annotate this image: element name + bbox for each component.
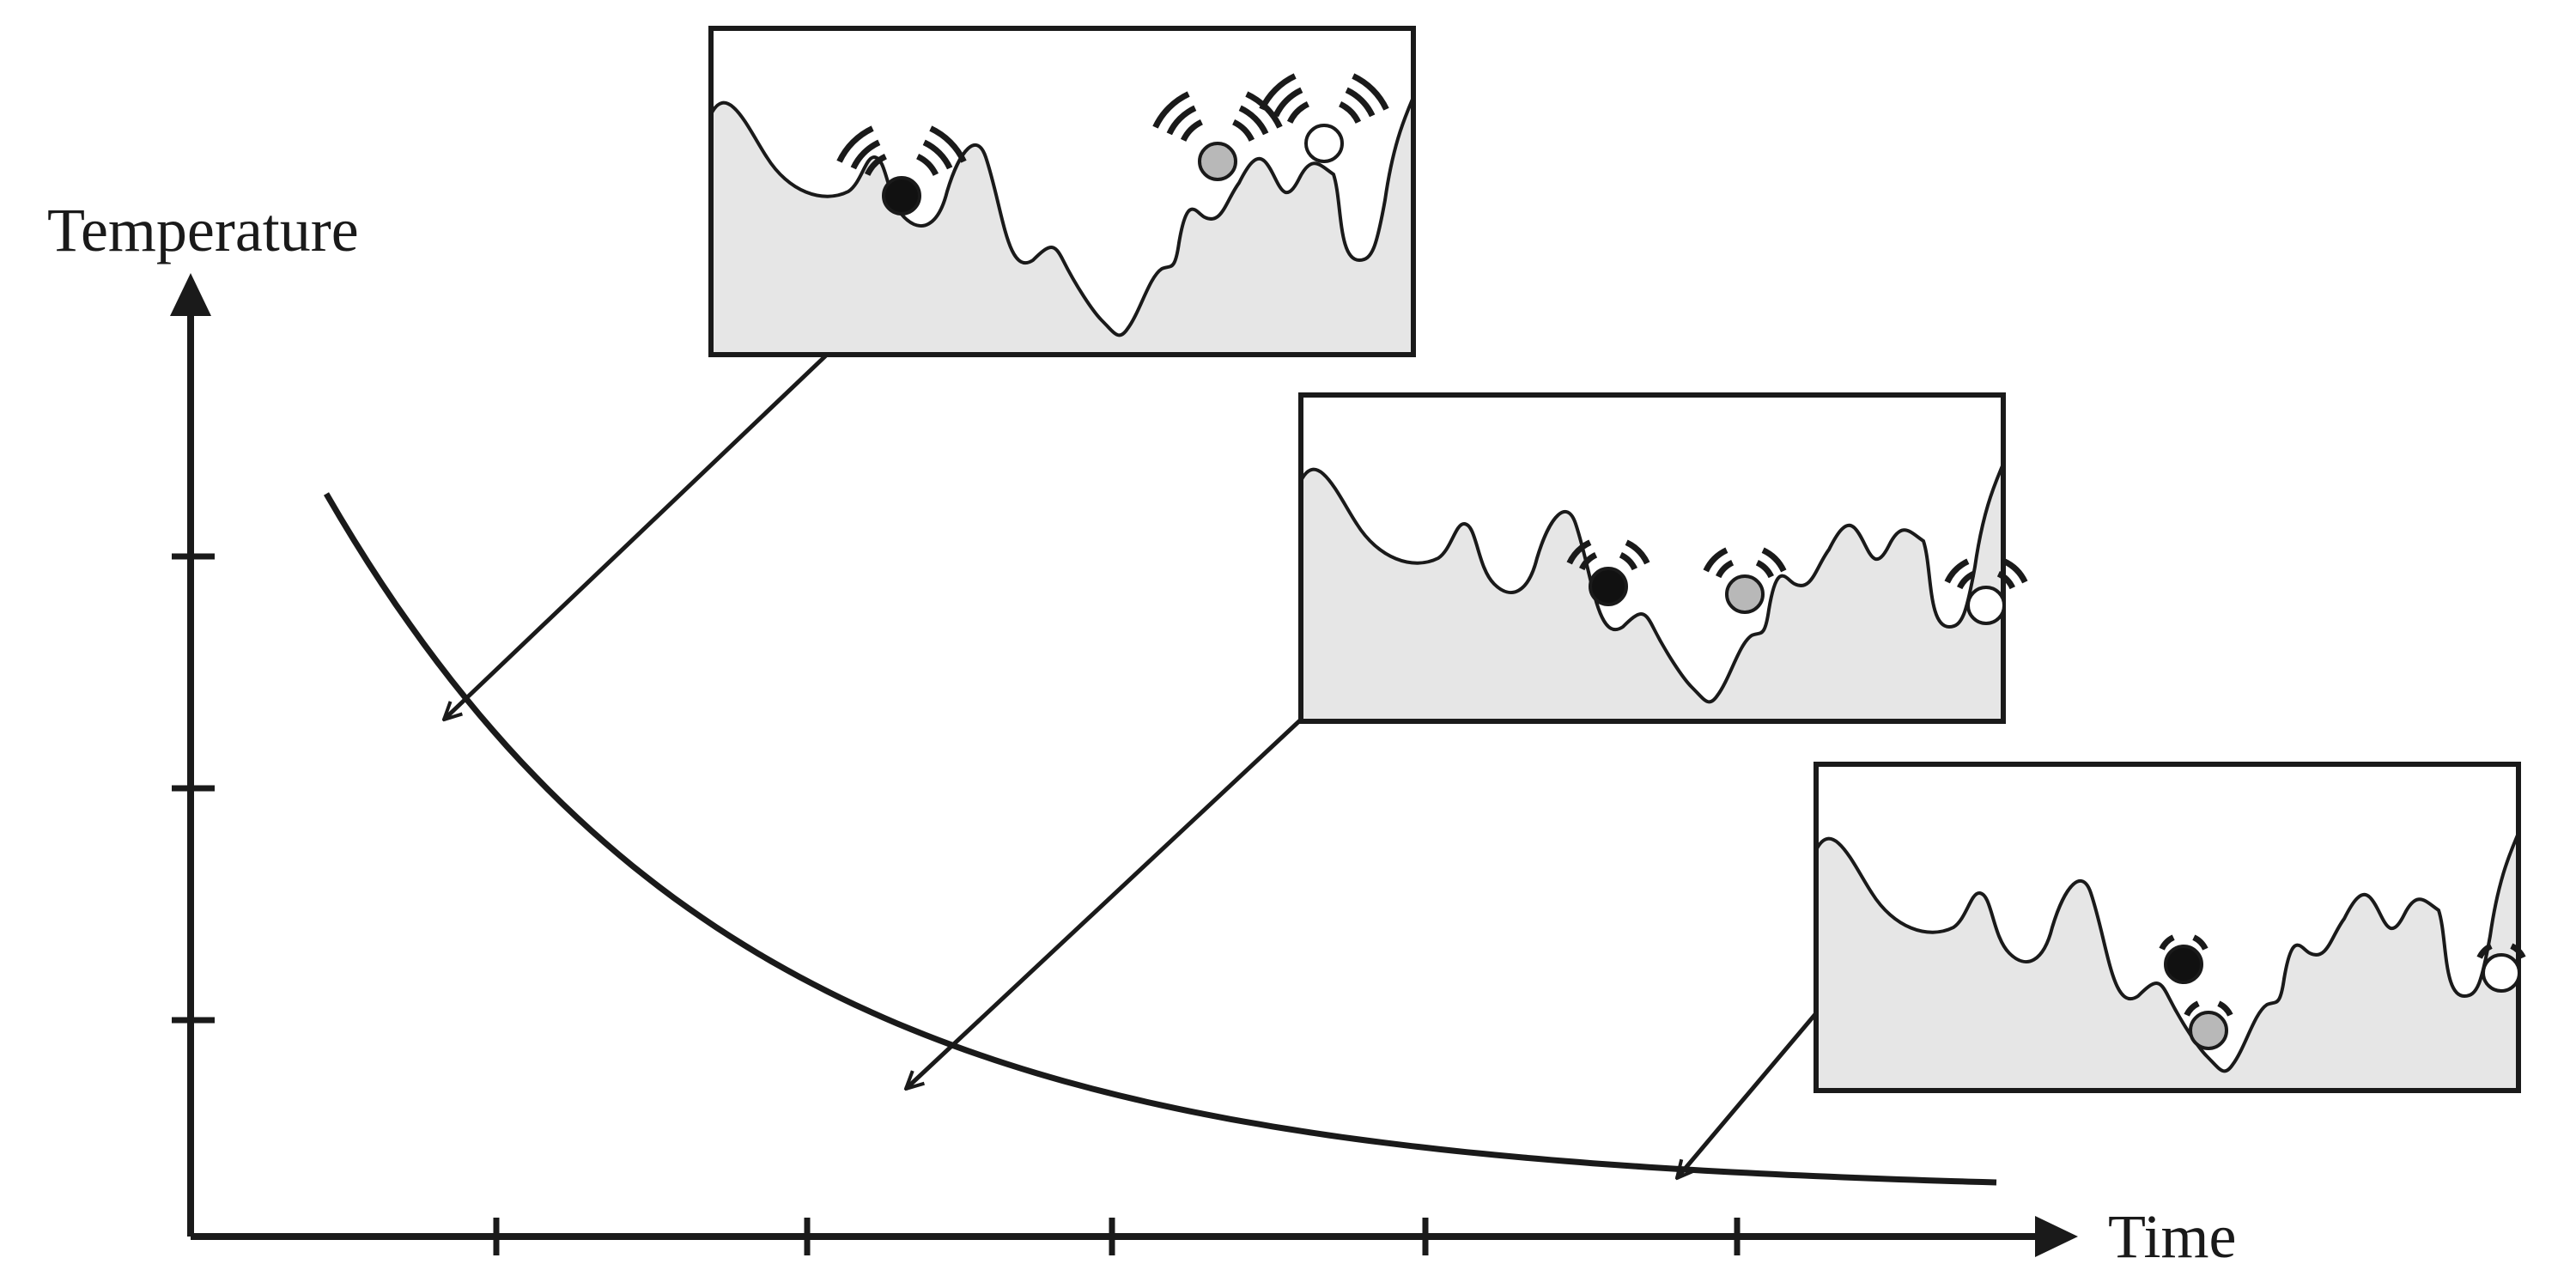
vibration-mark	[850, 139, 953, 170]
pointer-arrow-high	[444, 353, 829, 720]
pointer-arrow-medium	[906, 718, 1303, 1089]
particle-black	[1566, 539, 1650, 606]
vibration-mark	[1579, 552, 1637, 571]
y-axis-arrowhead	[170, 273, 211, 316]
vibration-mark	[1152, 91, 1283, 129]
y-axis-ticks	[172, 553, 215, 1024]
vibration-mark	[1944, 558, 2028, 584]
vibration-mark	[2159, 934, 2208, 951]
vibration-mark	[1286, 100, 1362, 125]
y-axis	[170, 273, 211, 1237]
particle-white	[1259, 73, 1389, 163]
vibration-mark	[1703, 547, 1787, 573]
particle-black	[836, 125, 967, 216]
vibration-mark	[1957, 571, 2015, 590]
vibration-mark	[1166, 105, 1269, 136]
landscape-panel	[1298, 392, 2028, 724]
vibration-mark	[2476, 943, 2526, 959]
particle-gray	[2184, 1000, 2233, 1050]
particle-gray	[1152, 91, 1283, 181]
x-axis-ticks	[493, 1218, 1741, 1255]
particle-gray	[1703, 547, 1787, 614]
vibration-mark	[836, 125, 967, 163]
landscape-panel	[1814, 762, 2526, 1093]
vibration-mark	[864, 153, 939, 177]
x-axis-label: Time	[2108, 1202, 2236, 1264]
particle-white	[2476, 943, 2526, 993]
vibration-mark	[1273, 87, 1376, 118]
pointer-arrow-low	[1677, 1012, 1818, 1178]
y-axis-label: Temperature	[47, 196, 359, 264]
vibration-mark	[1259, 73, 1389, 111]
vibration-mark	[1716, 560, 1774, 579]
vibration-mark	[1180, 118, 1255, 143]
particle-black	[2159, 934, 2208, 984]
landscape-panel	[708, 26, 1416, 357]
particle-white	[1944, 558, 2028, 625]
x-axis	[191, 1216, 2078, 1257]
vibration-mark	[1566, 539, 1650, 565]
cooling-curve	[323, 492, 1997, 1186]
x-axis-arrowhead	[2035, 1216, 2078, 1257]
vibration-mark	[2184, 1000, 2233, 1017]
